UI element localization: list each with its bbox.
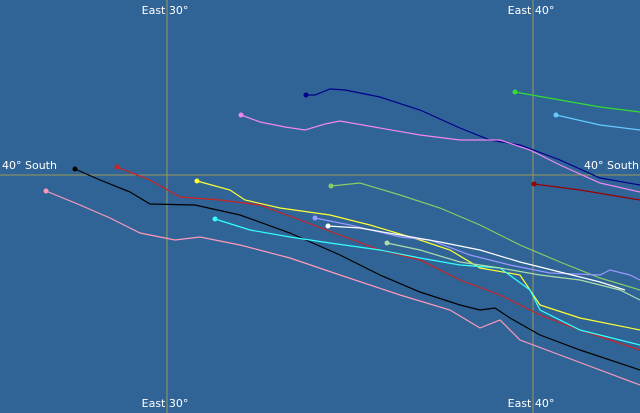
track: [214, 218, 640, 346]
start-dot: [312, 215, 318, 221]
track: [116, 166, 640, 351]
start-dot: [512, 89, 518, 95]
track: [514, 91, 640, 113]
track: [306, 88, 640, 186]
track: [240, 114, 640, 193]
track: [45, 190, 640, 386]
longitude-label: East 40°: [508, 4, 555, 17]
longitude-label: East 30°: [142, 397, 189, 410]
start-dot: [531, 181, 537, 187]
start-dot: [43, 188, 49, 194]
longitude-label: East 40°: [508, 397, 555, 410]
start-dot: [328, 183, 334, 189]
latitude-label: 40° South: [2, 159, 57, 172]
start-dot: [238, 112, 244, 118]
track-starts: [43, 89, 559, 246]
track: [196, 180, 640, 331]
start-dot: [303, 92, 309, 98]
start-dot: [194, 178, 200, 184]
start-dot: [212, 216, 218, 222]
start-dot: [114, 164, 120, 170]
longitude-label: East 30°: [142, 4, 189, 17]
track: [386, 242, 640, 301]
start-dot: [72, 166, 78, 172]
track: [555, 114, 640, 131]
drifter-tracks: [45, 88, 640, 386]
track: [327, 225, 626, 291]
latitude-label: 40° South: [584, 159, 639, 172]
track: [74, 168, 640, 371]
start-dot: [384, 240, 390, 246]
track: [533, 183, 640, 201]
start-dot: [325, 223, 331, 229]
track: [330, 182, 640, 291]
start-dot: [553, 112, 559, 118]
track: [314, 217, 640, 281]
